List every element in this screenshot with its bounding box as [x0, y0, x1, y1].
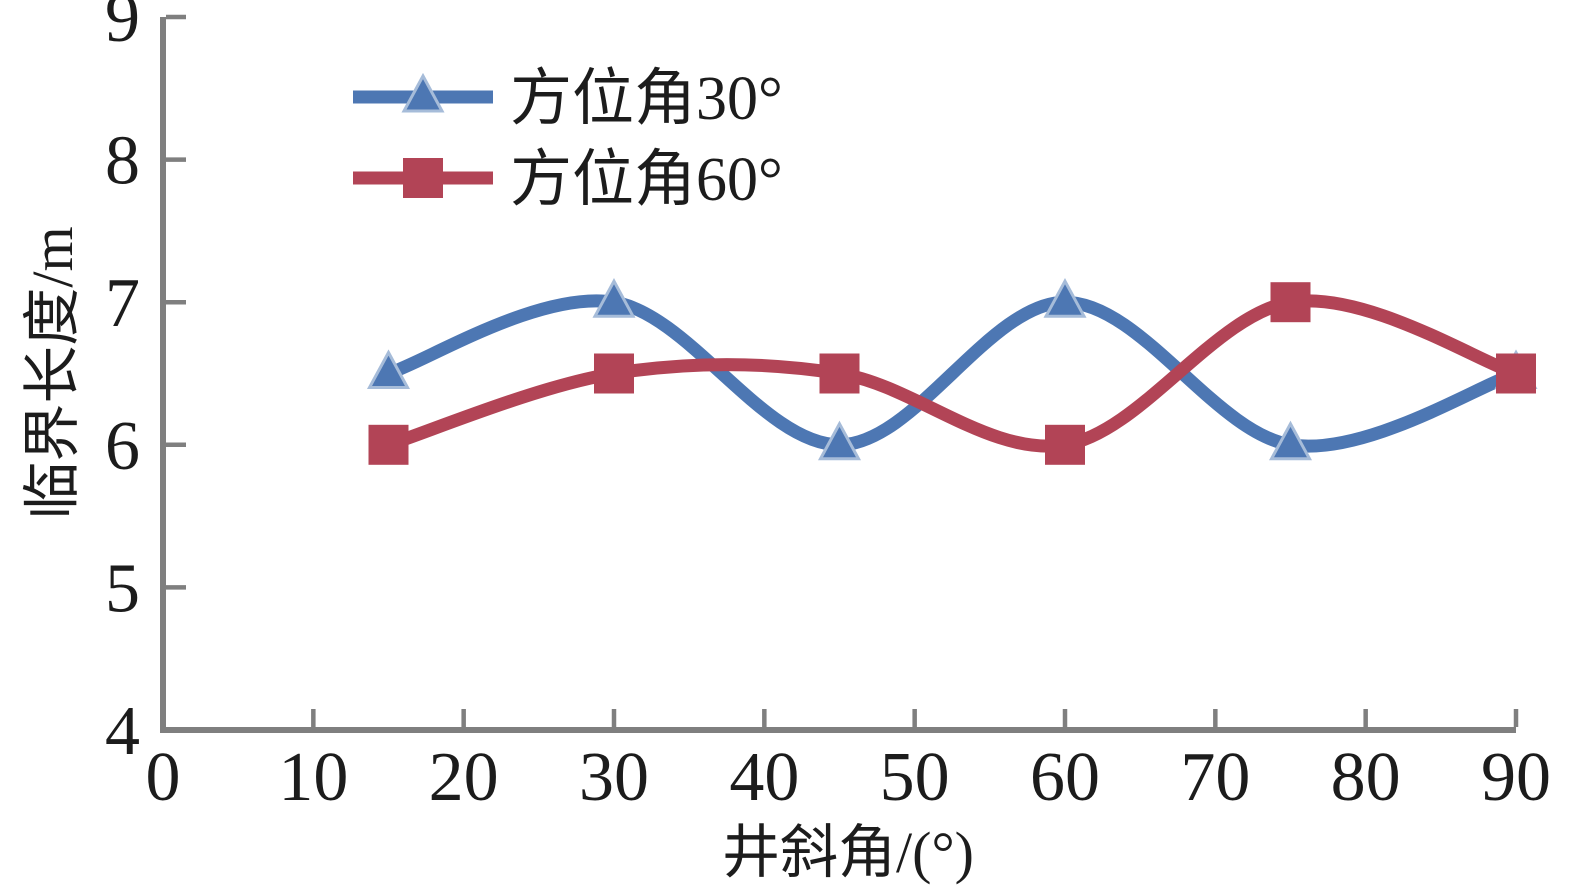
axis-spine: [160, 17, 1516, 733]
legend-item-1: 方位角60°: [353, 146, 783, 214]
y-tick-label: 4: [105, 693, 140, 770]
x-axis-label: 井斜角/(°): [722, 820, 974, 885]
x-tick-label: 50: [880, 739, 950, 816]
y-tick-label: 6: [105, 408, 140, 485]
legend-label: 方位角30°: [510, 65, 783, 133]
y-axis-label: 临界长度/m: [20, 226, 85, 519]
x-tick-label: 10: [278, 739, 348, 816]
triangle-marker: [1268, 420, 1313, 461]
square-marker: [1045, 424, 1085, 465]
triangle-marker: [1043, 278, 1087, 318]
y-tick-label: 9: [105, 0, 140, 57]
x-tick-label: 40: [729, 739, 799, 816]
y-tick-label: 8: [105, 123, 140, 200]
square-marker: [1496, 353, 1536, 394]
triangle-marker: [592, 278, 636, 318]
legend: 方位角30° 方位角60°: [353, 65, 783, 214]
x-tick-label: 80: [1331, 739, 1401, 816]
x-tick-label: 0: [146, 739, 181, 816]
y-tick-label: 5: [105, 550, 140, 627]
series-line-0: [382, 294, 1523, 453]
legend-label: 方位角60°: [510, 146, 783, 214]
triangle-marker: [817, 420, 862, 461]
series-layer: [366, 278, 1538, 465]
x-tick-label: 90: [1481, 739, 1551, 816]
x-tick-label: 30: [579, 739, 649, 816]
x-tick-label: 70: [1180, 739, 1250, 816]
square-marker: [819, 353, 860, 394]
y-tick-label: 7: [105, 265, 140, 342]
x-tick-label: 20: [429, 739, 499, 816]
triangle-marker: [401, 72, 445, 113]
triangle-marker: [366, 349, 411, 389]
series-line-1: [382, 294, 1523, 453]
square-marker: [403, 158, 443, 198]
legend-item-0: 方位角30°: [353, 65, 783, 133]
series-1: [368, 282, 1536, 465]
square-marker: [368, 424, 409, 465]
axes-layer: 0 10 20 30 40 50 60 70 80 90 4 5 6 7 8 9: [105, 0, 1551, 816]
square-marker: [1270, 282, 1311, 323]
x-tick-label: 60: [1030, 739, 1100, 816]
square-marker: [594, 353, 634, 394]
